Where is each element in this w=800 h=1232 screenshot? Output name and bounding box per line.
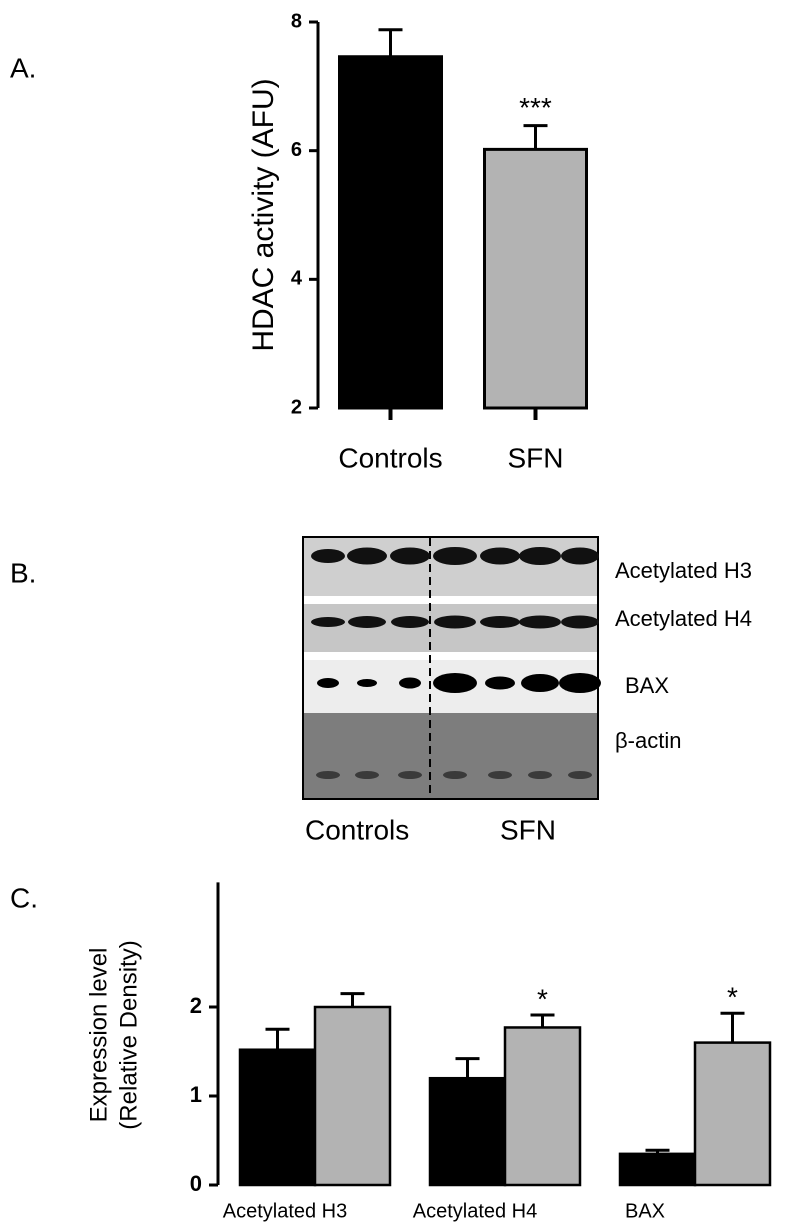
blot-row [304, 538, 597, 596]
bar [693, 1041, 772, 1187]
western-blot [302, 536, 601, 800]
blot-band [485, 676, 515, 690]
bar [313, 1005, 392, 1187]
blot-band [443, 771, 467, 779]
blot-band [355, 771, 379, 779]
x-tick-label: Acetylated H4 [413, 1200, 538, 1222]
y-tick-label: 6 [291, 139, 302, 161]
bar [428, 1076, 507, 1187]
y-axis-title: Expression level [85, 948, 112, 1123]
blot-band [480, 616, 520, 628]
blot-band [528, 771, 552, 779]
bar [503, 1026, 582, 1187]
x-tick-label: Controls [338, 442, 442, 473]
y-tick-label: 2 [291, 396, 302, 418]
blot-band [399, 677, 421, 689]
annotation: * [537, 983, 548, 1014]
y-tick-label: 0 [190, 1171, 202, 1196]
blot-gap [304, 596, 597, 604]
blot-band [488, 771, 512, 779]
blot-band [434, 615, 476, 629]
blot-band [561, 615, 599, 629]
blot-band [316, 771, 340, 779]
blot-band [568, 771, 592, 779]
blot-row [304, 713, 597, 798]
panel-label: C. [10, 882, 38, 913]
row-label: BAX [625, 673, 669, 698]
annotation: * [727, 982, 738, 1013]
bar [618, 1152, 697, 1187]
bar [238, 1048, 317, 1187]
blot-band [348, 616, 386, 628]
y-tick-label: 1 [190, 1082, 202, 1107]
panel-label: A. [10, 52, 36, 83]
y-tick-label: 8 [291, 10, 302, 32]
blot-band [311, 549, 345, 563]
y-tick-label: 4 [291, 268, 303, 290]
blot-band [480, 547, 520, 565]
blot-band [390, 547, 430, 565]
y-axis-title: (Relative Density) [115, 940, 142, 1129]
blot-band [433, 673, 477, 693]
blot-band [317, 678, 339, 688]
blot-band [398, 771, 422, 779]
bar [483, 147, 588, 410]
blot-band [311, 617, 345, 627]
blot-gap [304, 652, 597, 660]
blot-band [559, 673, 601, 693]
panel-label: B. [10, 557, 36, 588]
blot-band [357, 679, 377, 687]
group-label: SFN [500, 814, 556, 845]
blot-band [519, 615, 561, 629]
blot-band [521, 674, 559, 692]
blot-band [561, 547, 599, 565]
blot-band [519, 547, 561, 565]
y-tick-label: 2 [190, 993, 202, 1018]
group-label: Controls [305, 814, 409, 845]
blot-band [433, 547, 477, 565]
blot-band [391, 616, 429, 628]
row-label: Acetylated H3 [615, 558, 752, 583]
bar [338, 55, 443, 410]
x-tick-label: BAX [625, 1200, 665, 1222]
row-label: β-actin [615, 728, 681, 753]
row-label: Acetylated H4 [615, 606, 752, 631]
x-tick-label: SFN [508, 442, 564, 473]
blot-band [347, 547, 387, 565]
x-tick-label: Acetylated H3 [223, 1200, 348, 1222]
y-axis-title: HDAC activity (AFU) [247, 78, 280, 351]
annotation: *** [519, 92, 552, 123]
